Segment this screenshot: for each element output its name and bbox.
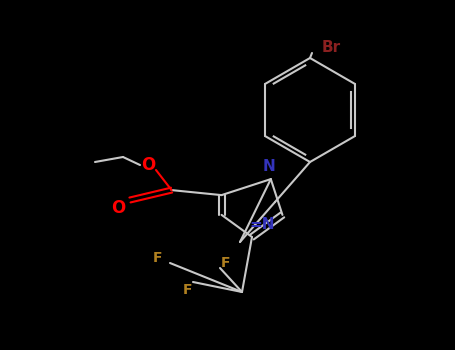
Text: =N: =N bbox=[249, 217, 274, 232]
Text: O: O bbox=[141, 156, 155, 174]
Text: N: N bbox=[263, 159, 275, 174]
Text: O: O bbox=[111, 199, 125, 217]
Text: F: F bbox=[183, 283, 193, 297]
Text: F: F bbox=[153, 251, 163, 265]
Text: Br: Br bbox=[322, 41, 341, 56]
Text: F: F bbox=[220, 256, 230, 270]
